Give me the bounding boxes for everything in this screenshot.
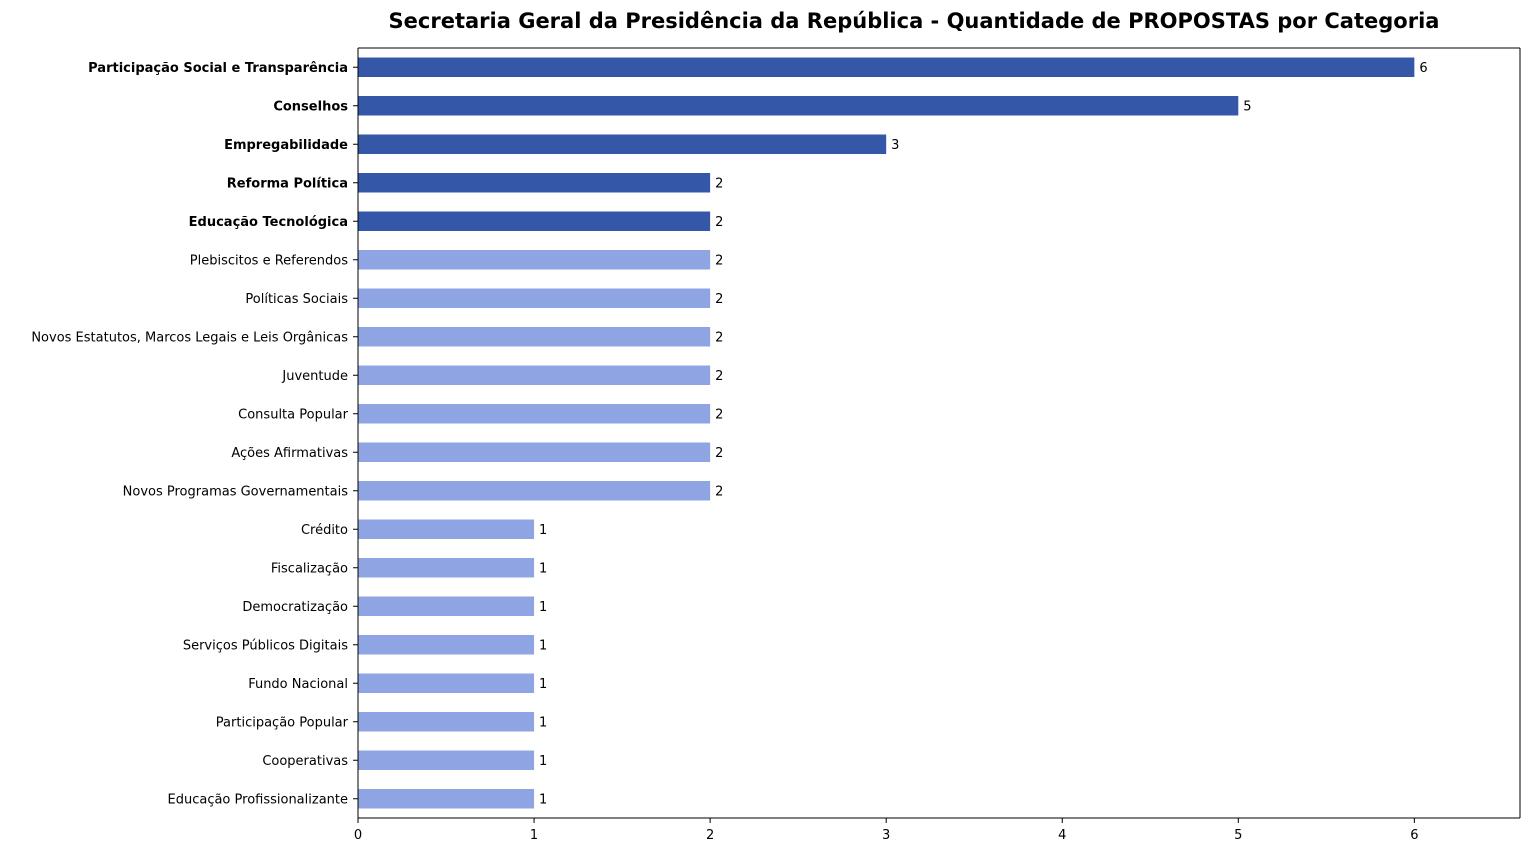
plot-area: Participação Social e Transparência 6 Cons…	[31, 47, 1521, 843]
data-label: 1	[539, 561, 547, 576]
data-label: 2	[715, 253, 723, 268]
bar	[358, 288, 711, 308]
data-label: 2	[715, 446, 723, 461]
category-label: Conselhos	[273, 99, 348, 114]
bar	[358, 173, 711, 193]
bar	[358, 712, 535, 732]
bar	[358, 673, 535, 693]
category-label: Políticas Sociais	[245, 292, 348, 307]
x-tick-label: 3	[882, 828, 890, 843]
bar	[358, 442, 711, 462]
bar	[358, 635, 535, 655]
category-label: Cooperativas	[262, 754, 348, 769]
x-tick-label: 2	[706, 828, 714, 843]
bar	[358, 404, 711, 424]
bar	[358, 327, 711, 347]
category-label: Educação Profissionalizante	[168, 792, 349, 807]
x-tick-label: 1	[530, 828, 538, 843]
x-tick-label: 5	[1234, 828, 1242, 843]
data-label: 2	[715, 484, 723, 499]
data-label: 1	[539, 754, 547, 769]
category-label: Serviços Públicos Digitais	[183, 638, 348, 653]
bar	[358, 96, 1239, 116]
bar	[358, 750, 535, 770]
category-label: Participação Popular	[216, 715, 349, 730]
x-tick-label: 6	[1410, 828, 1418, 843]
bar	[358, 789, 535, 809]
bar	[358, 481, 711, 501]
category-label: Ações Afirmativas	[231, 446, 348, 461]
data-label: 3	[891, 138, 899, 153]
data-label: 2	[715, 176, 723, 191]
data-label: 1	[539, 638, 547, 653]
data-label: 1	[539, 523, 547, 538]
category-label: Empregabilidade	[224, 138, 348, 153]
data-label: 1	[539, 715, 547, 730]
data-label: 2	[715, 330, 723, 345]
data-label: 6	[1419, 61, 1427, 76]
bar	[358, 250, 711, 270]
category-label: Plebiscitos e Referendos	[190, 253, 348, 268]
category-label: Juventude	[281, 369, 348, 384]
data-label: 5	[1243, 99, 1251, 114]
data-label: 1	[539, 677, 547, 692]
category-label: Novos Estatutos, Marcos Legais e Leis Or…	[31, 330, 348, 345]
x-tick-label: 4	[1058, 828, 1066, 843]
bar	[358, 558, 535, 578]
bar	[358, 211, 711, 231]
bar	[358, 134, 887, 154]
category-label: Educação Tecnológica	[189, 215, 348, 230]
category-label: Reforma Política	[227, 176, 348, 191]
category-label: Novos Programas Governamentais	[123, 484, 349, 499]
data-label: 2	[715, 407, 723, 422]
data-label: 2	[715, 215, 723, 230]
x-tick-label: 0	[354, 828, 362, 843]
data-label: 2	[715, 292, 723, 307]
category-label: Participação Social e Transparência	[88, 61, 348, 76]
category-label: Consulta Popular	[238, 407, 348, 422]
bar	[358, 519, 535, 539]
category-label: Crédito	[301, 523, 348, 538]
category-label: Fundo Nacional	[248, 677, 348, 692]
bar	[358, 57, 1415, 77]
bar	[358, 596, 535, 616]
data-label: 1	[539, 600, 547, 615]
bar	[358, 365, 711, 385]
data-label: 2	[715, 369, 723, 384]
category-label: Fiscalização	[271, 561, 348, 576]
chart-title: Secretaria Geral da Presidência da Repúb…	[389, 9, 1440, 33]
category-label: Democratização	[242, 600, 348, 615]
data-label: 1	[539, 792, 547, 807]
